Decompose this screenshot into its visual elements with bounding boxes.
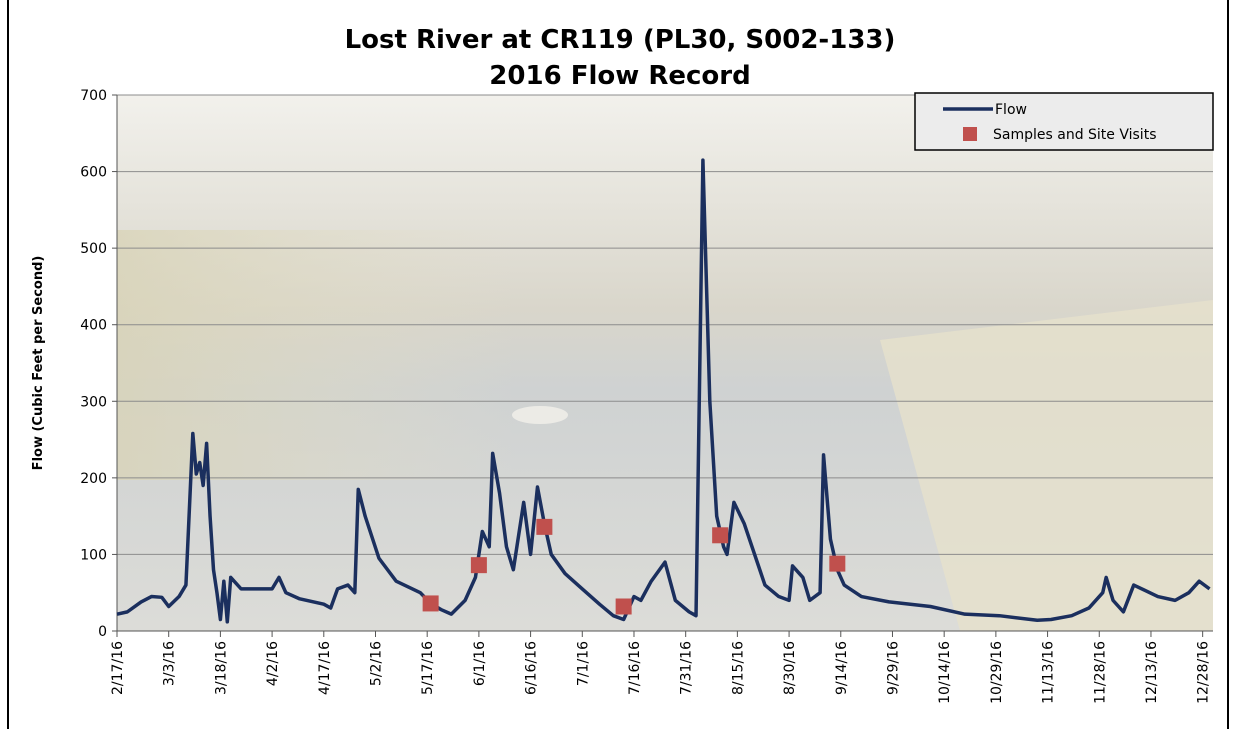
sample-marker <box>422 595 439 612</box>
x-tick-label: 3/3/16 <box>162 641 178 686</box>
x-tick-label: 7/31/16 <box>679 641 695 695</box>
x-tick-label: 12/13/16 <box>1144 641 1160 704</box>
x-tick-label: 8/30/16 <box>782 641 798 695</box>
y-tick-label: 100 <box>80 547 107 563</box>
x-tick-label: 5/2/16 <box>368 641 384 686</box>
x-tick-label: 10/29/16 <box>989 641 1005 704</box>
x-tick-label: 6/1/16 <box>472 641 488 686</box>
x-tick-label: 4/2/16 <box>265 641 281 686</box>
photo-grass <box>880 300 1213 631</box>
y-tick-label: 600 <box>80 165 107 181</box>
sample-marker <box>615 598 632 615</box>
x-tick-label: 11/13/16 <box>1041 641 1057 704</box>
sample-marker <box>470 557 487 574</box>
y-tick-label: 500 <box>80 241 107 257</box>
x-tick-label: 2/17/16 <box>110 641 126 695</box>
x-tick-label: 12/28/16 <box>1196 641 1212 704</box>
flow-line <box>116 158 1211 624</box>
legend-label: Flow <box>995 102 1027 118</box>
legend: Flow Samples and Site Visits <box>914 92 1214 151</box>
axes: 0 100 200 300 400 500 600 700 2/17/16 3/3/16 3/18/… <box>80 88 1213 704</box>
chart-title: Lost River at CR119 (PL30, S002-133) <box>345 25 896 55</box>
photo-background <box>117 95 1213 631</box>
y-tick-label: 700 <box>80 88 107 104</box>
marks <box>116 158 1211 624</box>
photo-bank <box>117 230 517 480</box>
x-tick-label: 5/17/16 <box>420 641 436 695</box>
sample-marker <box>829 555 846 572</box>
y-tick-label: 200 <box>80 471 107 487</box>
photo-rock <box>512 406 568 424</box>
x-tick-label: 7/16/16 <box>627 641 643 695</box>
x-tick-label: 6/16/16 <box>524 641 540 695</box>
x-tick-label: 9/29/16 <box>885 641 901 695</box>
x-tick-label: 9/14/16 <box>834 641 850 695</box>
legend-marker <box>963 127 977 141</box>
x-tick-label: 10/14/16 <box>937 641 953 704</box>
sample-marker <box>536 518 553 535</box>
chart-subtitle: 2016 Flow Record <box>489 61 750 91</box>
x-tick-label: 7/1/16 <box>575 641 591 686</box>
y-axis-label: Flow (Cubic Feet per Second) <box>31 256 46 471</box>
x-tick-label: 11/28/16 <box>1092 641 1108 704</box>
x-tick-label: 3/18/16 <box>213 641 229 695</box>
x-tick-label: 4/17/16 <box>317 641 333 695</box>
y-tick-label: 300 <box>80 394 107 410</box>
legend-label: Samples and Site Visits <box>993 127 1156 143</box>
y-tick-label: 0 <box>98 624 107 640</box>
y-tick-label: 400 <box>80 318 107 334</box>
sample-marker <box>712 527 729 544</box>
x-tick-label: 8/15/16 <box>730 641 746 695</box>
